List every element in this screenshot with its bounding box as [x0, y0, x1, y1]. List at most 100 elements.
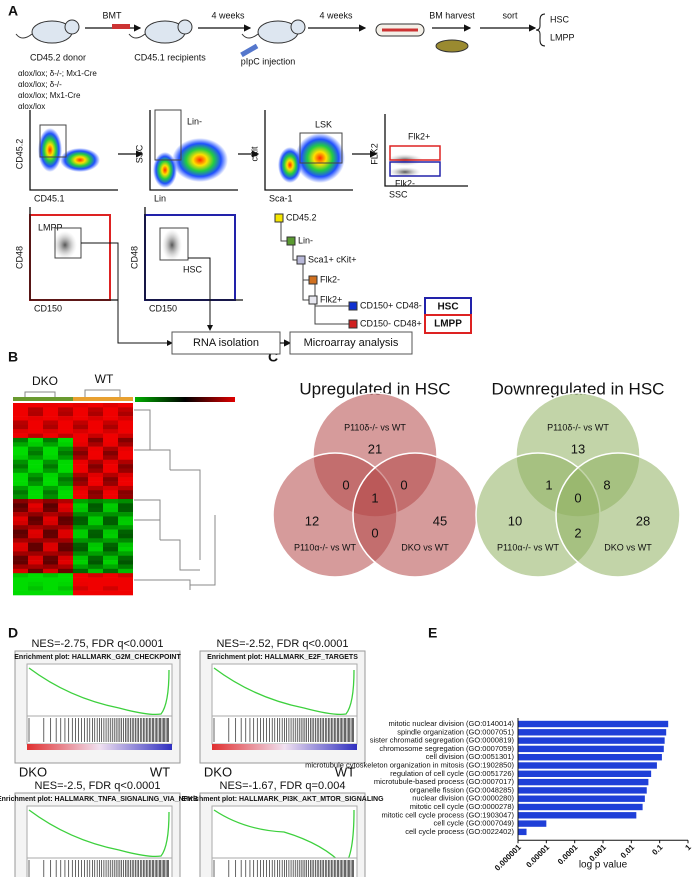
heat-cell [88, 411, 103, 417]
group-bar [73, 397, 133, 401]
label: 4 weeks [211, 10, 245, 20]
heat-cell [28, 581, 43, 587]
heat-cell [58, 529, 73, 535]
heat-cell [118, 464, 133, 469]
heat-cell [28, 555, 43, 561]
heat-cell [28, 403, 43, 408]
heat-cell [103, 424, 118, 430]
heat-cell [58, 485, 73, 491]
heat-cell [58, 560, 73, 565]
node-label: CD150- CD48+ [360, 318, 422, 328]
heat-cell [118, 499, 133, 504]
heat-cell [13, 429, 28, 434]
venn-count: 2 [574, 525, 581, 540]
density [60, 148, 100, 172]
y-tick-label: microtubule cytoskeleton organization in… [305, 760, 514, 769]
heat-cell [43, 542, 58, 548]
heat-cell [43, 459, 58, 465]
es-curve [28, 809, 170, 858]
heat-cell [103, 464, 118, 469]
label: DKO [19, 764, 47, 779]
venn-count: 10 [508, 513, 522, 528]
heat-cell [118, 507, 133, 513]
heat-cell [58, 403, 73, 408]
bar [518, 737, 665, 744]
label: HSC [183, 264, 203, 274]
x-tick-label: 0.01 [619, 842, 637, 860]
heat-cell [103, 516, 118, 522]
heat-cell [43, 568, 58, 574]
heat-cell [73, 451, 88, 456]
density [389, 167, 421, 177]
heat-cell [103, 437, 118, 443]
heat-cell [58, 564, 73, 570]
heat-cell [88, 499, 103, 504]
heat-cell [73, 433, 88, 439]
heat-cell [73, 485, 88, 491]
heat-cell [73, 477, 88, 482]
heat-cell [43, 424, 58, 430]
heat-cell [88, 433, 103, 439]
node [296, 255, 306, 265]
heat-cell [118, 433, 133, 439]
heat-cell [88, 573, 103, 578]
axes [264, 110, 353, 191]
heat-cell [118, 542, 133, 548]
heat-cell [28, 547, 43, 552]
heat-cell [28, 577, 43, 583]
heat-cell [73, 503, 88, 509]
heat-cell [28, 424, 43, 430]
label: NES=-2.52, FDR q<0.0001 [216, 638, 348, 650]
heat-cell [13, 472, 28, 478]
heat-cell [103, 590, 118, 596]
heat-cell [118, 555, 133, 561]
bar [518, 795, 645, 802]
heat-cell [13, 416, 28, 421]
mouse-tail [128, 33, 146, 39]
heat-cell [28, 516, 43, 522]
heat-cell [13, 564, 28, 570]
heat-cell [28, 472, 43, 478]
venn-count: 45 [433, 513, 447, 528]
heat-cell [73, 525, 88, 530]
heat-cell [28, 560, 43, 565]
heat-cell [13, 555, 28, 561]
heat-cell [88, 529, 103, 535]
heat-cell [118, 481, 133, 487]
heat-cell [73, 581, 88, 587]
heat-cell [58, 538, 73, 543]
heat-cell [28, 455, 43, 461]
heat-cell [118, 420, 133, 426]
heat-cell [28, 507, 43, 513]
label: HSC [437, 302, 458, 313]
heat-cell [28, 533, 43, 539]
heat-cell [43, 529, 58, 535]
label: sort [502, 10, 518, 20]
heat-cell [13, 433, 28, 439]
heat-cell [88, 472, 103, 478]
y-tick-label: regulation of cell cycle (GO:0051726) [390, 769, 514, 778]
y-tick-label: microtubule-based process (GO:0007017) [374, 777, 515, 786]
heat-cell [73, 490, 88, 495]
heat-cell [73, 547, 88, 552]
gate [154, 109, 182, 161]
heat-cell [43, 581, 58, 587]
syringe-icon [112, 24, 130, 29]
density [38, 128, 62, 172]
heat-cell [103, 446, 118, 452]
heat-cell [13, 477, 28, 482]
heat-cell [118, 573, 133, 578]
x-tick-label: 1 [683, 842, 693, 852]
heat-cell [43, 411, 58, 417]
heat-cell [73, 507, 88, 513]
heat-cell [13, 437, 28, 443]
brace [535, 13, 546, 47]
node-label: Lin- [298, 235, 313, 245]
label: LSK [315, 119, 332, 129]
heat-cell [103, 507, 118, 513]
axes [29, 207, 118, 301]
heat-cell [88, 577, 103, 583]
heat-cell [88, 542, 103, 548]
heat-cell [43, 420, 58, 426]
heat-cell [13, 507, 28, 513]
